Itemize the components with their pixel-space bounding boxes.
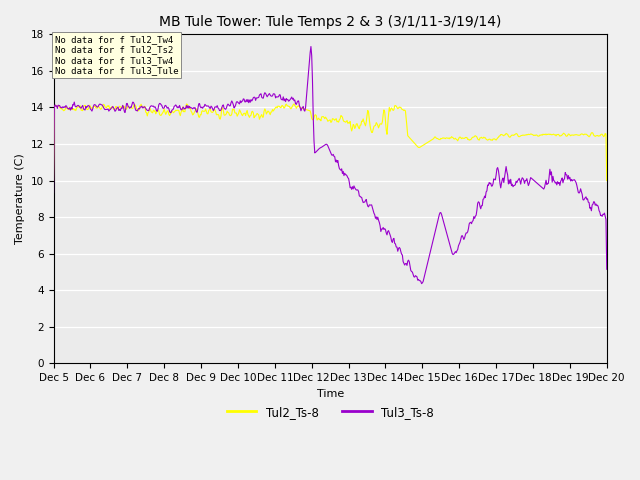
- Legend: Tul2_Ts-8, Tul3_Ts-8: Tul2_Ts-8, Tul3_Ts-8: [222, 401, 438, 423]
- Text: No data for f Tul2_Tw4
No data for f Tul2_Ts2
No data for f Tul3_Tw4
No data for: No data for f Tul2_Tw4 No data for f Tul…: [54, 35, 179, 75]
- Title: MB Tule Tower: Tule Temps 2 & 3 (3/1/11-3/19/14): MB Tule Tower: Tule Temps 2 & 3 (3/1/11-…: [159, 15, 501, 29]
- Y-axis label: Temperature (C): Temperature (C): [15, 154, 25, 244]
- X-axis label: Time: Time: [317, 389, 344, 399]
